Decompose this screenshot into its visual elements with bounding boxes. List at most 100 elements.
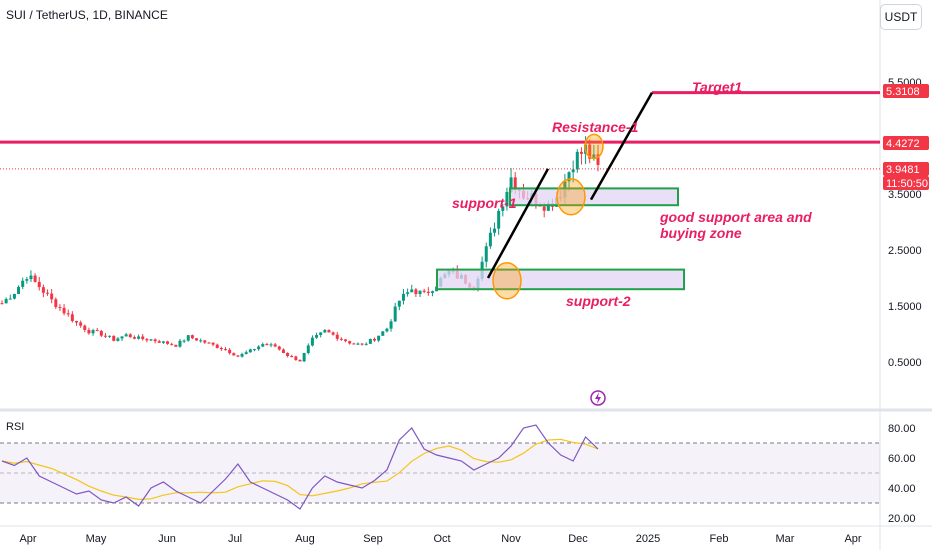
- candle-body: [124, 334, 128, 337]
- candle-body: [116, 338, 120, 341]
- candle-body: [414, 289, 418, 295]
- time-tick-label: Apr: [844, 533, 861, 545]
- candle-body: [37, 281, 41, 288]
- candle-body: [99, 330, 103, 336]
- candle-body: [103, 335, 107, 337]
- candle-body: [401, 293, 405, 301]
- rsi-tick-label: 60.00: [888, 453, 916, 465]
- candle-body: [224, 349, 227, 351]
- candle-body: [91, 330, 95, 334]
- candle-body: [377, 335, 381, 341]
- candle-body: [542, 206, 546, 211]
- rsi-tick-label: 40.00: [888, 483, 916, 495]
- rsi-ma-line: [1, 438, 599, 501]
- candle-body: [83, 325, 87, 330]
- annotation-support1: support-1: [452, 195, 517, 211]
- candle-body: [273, 344, 277, 347]
- price-label-box: [883, 84, 929, 98]
- time-tick-label: 2025: [636, 533, 660, 545]
- rsi-label: RSI: [6, 421, 25, 433]
- candle-body: [79, 322, 83, 326]
- candle-body: [501, 206, 505, 211]
- candle-body: [228, 349, 232, 354]
- candle-body: [41, 287, 45, 293]
- candle-body: [54, 299, 58, 308]
- candle-body: [493, 228, 497, 233]
- candle-body: [315, 334, 319, 338]
- rsi-band: [0, 443, 880, 503]
- price-tick-label: 0.5000: [888, 357, 922, 369]
- currency-button[interactable]: USDT: [880, 4, 922, 30]
- candle-body: [128, 334, 132, 338]
- candle-body: [8, 298, 12, 300]
- candle-body: [182, 340, 186, 342]
- annotation-buying-zone: buying zone: [660, 225, 742, 241]
- time-tick-label: Nov: [501, 533, 521, 545]
- candle-body: [178, 340, 182, 347]
- annotation-resistance1: Resistance-1: [552, 119, 639, 135]
- highlight-circle: [584, 133, 604, 160]
- candle-body: [546, 203, 550, 211]
- trend-line: [589, 91, 654, 201]
- candle-body: [335, 334, 339, 339]
- candle-body: [244, 352, 248, 355]
- price-label-text: 5.3108: [886, 86, 920, 98]
- candle-body: [203, 340, 207, 343]
- candle-body: [397, 300, 401, 307]
- candle-body: [232, 353, 236, 356]
- candle-body: [323, 330, 327, 333]
- price-tick-label: 2.5000: [888, 245, 922, 257]
- candle-body: [426, 291, 430, 293]
- candle-body: [385, 328, 389, 332]
- price-label-text: 4.4272: [886, 138, 920, 150]
- candle-body: [87, 329, 91, 334]
- candle-body: [252, 349, 256, 351]
- candle-body: [302, 353, 306, 362]
- candle-body: [132, 337, 136, 339]
- candle-body: [50, 293, 54, 300]
- candle-body: [306, 345, 310, 354]
- rsi-tick-label: 20.00: [888, 513, 916, 525]
- candle-body: [207, 342, 211, 344]
- candle-body: [579, 151, 583, 154]
- candle-body: [588, 144, 592, 159]
- candle-body: [364, 343, 368, 345]
- candle-body: [170, 343, 174, 345]
- candle-body: [310, 337, 314, 346]
- candle-body: [17, 286, 21, 295]
- candle-body: [497, 210, 501, 229]
- candle-body: [575, 151, 579, 170]
- candle-body: [174, 344, 178, 347]
- candle-body: [352, 343, 356, 345]
- candle-body: [505, 191, 509, 207]
- candle-body: [389, 321, 393, 329]
- candle-body: [290, 356, 294, 358]
- candle-body: [348, 341, 352, 344]
- candle-body: [25, 279, 29, 281]
- candle-body: [95, 330, 99, 332]
- candle-body: [596, 154, 600, 165]
- candle-body: [137, 336, 141, 339]
- candle-body: [29, 275, 33, 280]
- candle-body: [4, 299, 8, 304]
- time-tick-label: Oct: [433, 533, 450, 545]
- candle-body: [58, 307, 62, 309]
- time-tick-label: Jul: [228, 533, 242, 545]
- time-tick-label: Feb: [710, 533, 729, 545]
- candle-body: [265, 344, 269, 346]
- candle-body: [33, 275, 37, 282]
- candle-body: [373, 338, 376, 341]
- candle-body: [410, 289, 414, 293]
- candle-body: [108, 335, 112, 337]
- lightning-icon: [595, 392, 601, 404]
- candle-body: [418, 290, 422, 295]
- candle-body: [161, 341, 165, 343]
- candle-body: [149, 339, 153, 341]
- annotation-target1: Target1: [692, 79, 742, 95]
- candle-body: [0, 303, 4, 305]
- candle-body: [344, 339, 348, 342]
- candle-body: [406, 292, 410, 294]
- candle-body: [21, 280, 25, 287]
- candle-body: [257, 346, 261, 350]
